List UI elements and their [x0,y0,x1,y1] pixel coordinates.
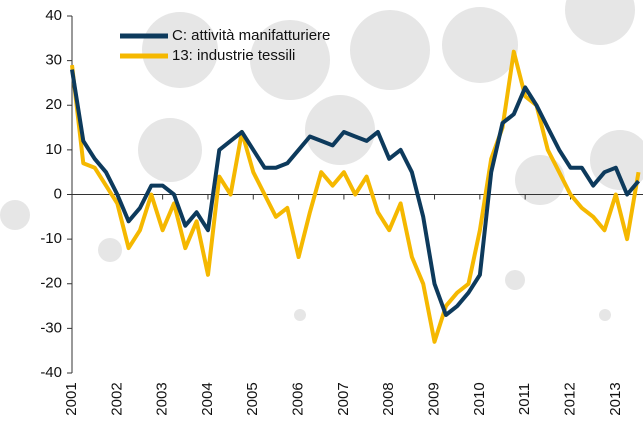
x-tick-label: 2002 [108,382,125,415]
x-tick-label: 2013 [607,382,624,415]
x-tick-label: 2010 [471,382,488,415]
y-tick-label: -20 [40,275,62,292]
x-tick-label: 2005 [244,382,261,415]
x-tick-label: 2009 [426,382,443,415]
x-tick-label: 2008 [380,382,397,415]
series-line [70,49,641,344]
legend-label: C: attività manifatturiere [172,27,330,44]
legend-label: 13: industrie tessili [172,47,295,64]
background-decoration [0,0,643,321]
y-tick-label: 20 [45,96,62,113]
x-tick-label: 2011 [516,383,533,415]
y-tick-label: 10 [45,141,62,158]
x-tick-label: 2003 [154,382,171,415]
y-tick-label: 0 [54,185,62,202]
y-tick-label: 40 [45,7,62,24]
y-tick-label: -40 [40,364,62,381]
x-tick-label: 2006 [290,382,307,415]
x-tick-label: 2004 [199,382,216,415]
y-tick-label: 30 [45,52,62,69]
x-tick-label: 2007 [335,382,352,415]
series-line [70,69,641,317]
y-tick-label: -10 [40,230,62,247]
x-tick-label: 2012 [561,382,578,415]
y-tick-label: -30 [40,319,62,336]
x-tick-label: 2001 [63,382,80,415]
